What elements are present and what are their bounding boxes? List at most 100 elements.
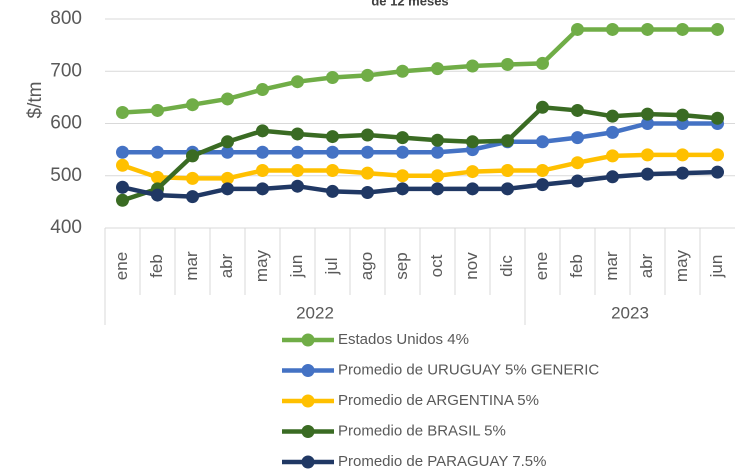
y-tick-label: 700 — [50, 60, 82, 81]
x-tick-label: jun — [287, 255, 306, 279]
legend-label: Promedio de URUGUAY 5% GENERIC — [338, 361, 599, 378]
data-point — [641, 107, 654, 121]
legend-marker — [301, 425, 315, 438]
data-point — [711, 165, 724, 179]
x-tick-label: sep — [392, 252, 411, 279]
x-tick-label: jun — [707, 255, 726, 279]
data-point — [116, 145, 129, 159]
data-point — [151, 188, 164, 202]
data-point — [116, 106, 129, 120]
data-point — [116, 193, 129, 207]
legend-marker — [301, 364, 315, 377]
x-tick-label: mar — [602, 251, 621, 281]
data-point — [256, 124, 269, 138]
data-point — [361, 128, 374, 142]
data-point — [291, 164, 304, 178]
legend-marker — [301, 333, 315, 347]
data-point — [676, 22, 689, 36]
data-point — [291, 179, 304, 193]
data-point — [711, 111, 724, 125]
legend-marker — [301, 394, 315, 408]
data-point — [571, 131, 584, 145]
data-point — [151, 103, 164, 117]
data-point — [606, 170, 619, 184]
data-point — [676, 148, 689, 162]
data-point — [221, 182, 234, 196]
data-point — [151, 145, 164, 159]
data-point — [431, 145, 444, 159]
x-tick-label: feb — [567, 254, 586, 278]
x-tick-label: may — [252, 249, 271, 282]
data-point — [361, 185, 374, 199]
x-tick-label: ene — [112, 252, 131, 280]
data-point — [186, 171, 199, 185]
data-point — [501, 134, 514, 148]
legend-label: Promedio de PARAGUAY 7.5% — [338, 453, 546, 469]
data-point — [606, 125, 619, 139]
y-tick-label: 500 — [50, 165, 82, 186]
data-point — [606, 149, 619, 163]
data-point — [536, 164, 549, 178]
group-label: 2023 — [611, 303, 649, 322]
data-point — [256, 83, 269, 97]
chart-title: de 12 meses — [371, 0, 448, 8]
data-point — [641, 22, 654, 36]
y-tick-label: 600 — [50, 113, 82, 134]
x-tick-label: abr — [217, 253, 236, 278]
data-point — [536, 100, 549, 114]
data-point — [291, 127, 304, 141]
data-point — [571, 22, 584, 36]
data-point — [396, 145, 409, 159]
data-point — [361, 68, 374, 82]
data-point — [536, 178, 549, 192]
data-point — [221, 135, 234, 149]
y-tick-label: 400 — [50, 217, 82, 238]
legend-label: Promedio de BRASIL 5% — [338, 422, 506, 439]
x-tick-label: jul — [322, 257, 341, 275]
data-point — [256, 182, 269, 196]
data-point — [536, 56, 549, 70]
data-point — [711, 22, 724, 36]
data-point — [396, 182, 409, 196]
x-tick-label: dic — [497, 255, 516, 277]
data-point — [641, 148, 654, 162]
x-tick-label: abr — [637, 253, 656, 278]
data-point — [431, 169, 444, 183]
data-point — [571, 156, 584, 170]
data-point — [256, 164, 269, 178]
x-tick-label: ene — [532, 252, 551, 280]
x-tick-label: may — [672, 249, 691, 282]
data-point — [326, 71, 339, 85]
data-point — [431, 182, 444, 196]
data-point — [221, 145, 234, 159]
data-point — [466, 165, 479, 179]
legend-label: Promedio de ARGENTINA 5% — [338, 392, 539, 409]
data-point — [466, 182, 479, 196]
data-point — [571, 103, 584, 117]
data-point — [186, 98, 199, 112]
data-point — [396, 131, 409, 145]
data-point — [116, 180, 129, 194]
data-point — [431, 62, 444, 76]
data-point — [676, 108, 689, 122]
x-tick-label: mar — [182, 251, 201, 281]
data-point — [221, 171, 234, 185]
data-point — [676, 166, 689, 180]
y-axis-label: $/tm — [25, 82, 46, 119]
data-point — [641, 117, 654, 130]
data-point — [116, 158, 129, 172]
data-point — [186, 149, 199, 163]
data-point — [361, 166, 374, 180]
x-tick-label: nov — [462, 252, 481, 280]
group-label: 2022 — [296, 303, 334, 322]
data-point — [221, 92, 234, 106]
x-tick-label: oct — [427, 254, 446, 277]
data-point — [501, 57, 514, 71]
data-point — [501, 182, 514, 196]
data-point — [186, 190, 199, 204]
data-point — [326, 145, 339, 159]
data-point — [501, 164, 514, 178]
data-point — [291, 75, 304, 89]
x-tick-label: ago — [357, 252, 376, 280]
